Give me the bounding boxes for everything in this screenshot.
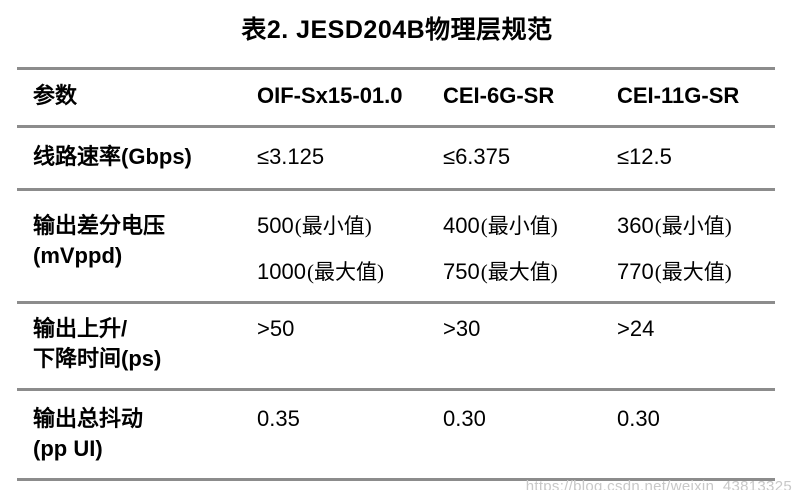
value-line: 1000(最大值) (257, 257, 443, 287)
value-number: ≤6.375 (443, 144, 511, 169)
param-line: 下降时间(ps) (33, 346, 162, 371)
value-line: 500(最小值) (257, 211, 443, 241)
value-cell: 500(最小值) 1000(最大值) (257, 211, 443, 301)
table-body: 线路速率(Gbps) ≤3.125 ≤6.375 ≤12.5 输出差分电压 (mVppd)… (17, 125, 775, 478)
value-line: ≤6.375 (443, 142, 617, 172)
param-line: 输出总抖动 (33, 406, 144, 431)
column-header-cei-6g-sr: CEI-6G-SR (443, 83, 555, 108)
value-cell: >50 (257, 314, 443, 388)
value-line: 0.30 (617, 404, 775, 434)
watermark-url: https://blog.csdn.net/weixin_43813325 (525, 478, 792, 490)
value-line: 770(最大值) (617, 257, 775, 287)
value-number: 0.30 (443, 406, 486, 431)
value-cell: 0.35 (257, 404, 443, 478)
param-line: (pp UI) (33, 436, 103, 461)
column-header-oif-sx15: OIF-Sx15-01.0 (257, 83, 403, 108)
value-number: 0.30 (617, 406, 660, 431)
column-header-param: 参数 (33, 83, 78, 108)
value-qualifier: (最小值) (480, 214, 558, 238)
param-line: 输出差分电压 (33, 213, 166, 238)
value-number: 360 (617, 213, 654, 238)
value-number: ≤3.125 (257, 144, 325, 169)
param-cell: 输出总抖动 (pp UI) (17, 404, 257, 478)
table-row: 输出上升/下降时间(ps) >50 >30 >24 (17, 301, 775, 388)
value-qualifier: (最小值) (294, 214, 372, 238)
value-line: >50 (257, 314, 443, 344)
table-row: 输出总抖动 (pp UI) 0.35 0.30 0.30 (17, 388, 775, 478)
value-line: ≤12.5 (617, 142, 775, 172)
param-line: 线路速率(Gbps) (33, 144, 192, 169)
table-header-row: 参数 OIF-Sx15-01.0 CEI-6G-SR CEI-11G-SR (17, 70, 775, 125)
value-line: ≤3.125 (257, 142, 443, 172)
value-number: >50 (257, 316, 295, 341)
value-cell: 400(最小值) 750(最大值) (443, 211, 617, 301)
value-cell: >24 (617, 314, 775, 388)
param-line: 输出上升/ (33, 316, 128, 341)
value-number: 500 (257, 213, 294, 238)
value-number: 400 (443, 213, 480, 238)
value-number: 750 (443, 259, 480, 284)
value-cell: 0.30 (617, 404, 775, 478)
spec-table: 参数 OIF-Sx15-01.0 CEI-6G-SR CEI-11G-SR 线路… (17, 67, 775, 481)
table-row: 线路速率(Gbps) ≤3.125 ≤6.375 ≤12.5 (17, 125, 775, 188)
value-qualifier: (最大值) (480, 260, 558, 284)
value-number: 0.35 (257, 406, 300, 431)
param-cell: 线路速率(Gbps) (17, 142, 257, 188)
value-qualifier: (最小值) (654, 214, 732, 238)
value-line: 0.30 (443, 404, 617, 434)
value-cell: 360(最小值) 770(最大值) (617, 211, 775, 301)
value-number: ≤12.5 (617, 144, 672, 169)
table-title: 表2. JESD204B物理层规范 (241, 16, 553, 44)
value-number: 1000 (257, 259, 306, 284)
value-cell: 0.30 (443, 404, 617, 478)
value-cell: ≤6.375 (443, 142, 617, 188)
value-line: >30 (443, 314, 617, 344)
value-line: 0.35 (257, 404, 443, 434)
value-line: 400(最小值) (443, 211, 617, 241)
value-cell: ≤12.5 (617, 142, 775, 188)
value-line: 750(最大值) (443, 257, 617, 287)
value-qualifier: (最大值) (654, 260, 732, 284)
value-cell: >30 (443, 314, 617, 388)
value-number: 770 (617, 259, 654, 284)
value-line: >24 (617, 314, 775, 344)
value-qualifier: (最大值) (306, 260, 384, 284)
param-cell: 输出差分电压 (mVppd) (17, 211, 257, 301)
param-line: (mVppd) (33, 243, 123, 268)
value-line: 360(最小值) (617, 211, 775, 241)
value-number: >30 (443, 316, 481, 341)
param-cell: 输出上升/下降时间(ps) (17, 314, 257, 388)
table-row: 输出差分电压 (mVppd) 500(最小值) 1000(最大值) 400(最小值) 75… (17, 188, 775, 301)
column-header-cei-11g-sr: CEI-11G-SR (617, 83, 740, 108)
value-cell: ≤3.125 (257, 142, 443, 188)
value-number: >24 (617, 316, 655, 341)
